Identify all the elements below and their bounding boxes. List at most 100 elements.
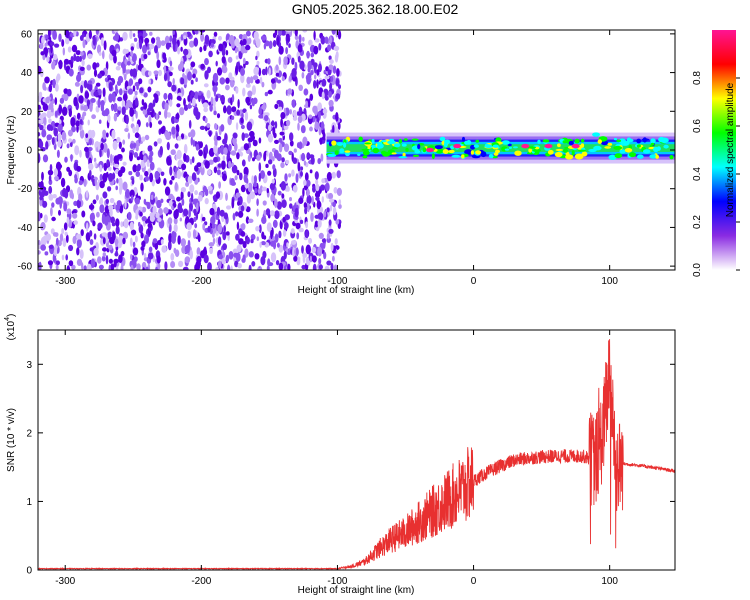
heatmap-cell (111, 49, 117, 57)
heatmap-cell (54, 43, 60, 48)
heatmap-cell (189, 184, 195, 193)
heatmap-cell (298, 197, 304, 204)
heatmap-cell (332, 201, 337, 208)
heatmap-cell (619, 149, 626, 154)
heatmap-cell (136, 156, 141, 161)
heatmap-cell (163, 207, 169, 214)
heatmap-cell (175, 113, 180, 120)
heatmap-cell (230, 181, 236, 186)
heatmap-cell (228, 34, 235, 45)
heatmap-cell (76, 247, 80, 256)
heatmap-cell (313, 62, 318, 68)
heatmap-cell (291, 99, 296, 108)
heatmap-cell (327, 44, 332, 52)
heatmap-cell (330, 262, 334, 270)
heatmap-cell (40, 180, 44, 191)
heatmap-cell (130, 195, 134, 202)
svg-text:(x104): (x104) (4, 314, 17, 341)
heatmap-cell (255, 78, 261, 84)
heatmap-cell (327, 153, 337, 157)
heatmap-cell (391, 152, 397, 155)
heatmap-cell (266, 188, 269, 194)
heatmap-cell (314, 38, 320, 43)
heatmap-cell (42, 54, 46, 61)
heatmap-cell (131, 115, 135, 122)
heatmap-cell (329, 35, 333, 45)
heatmap-cell (296, 232, 300, 240)
heatmap-cell (218, 254, 224, 260)
heatmap-cell (293, 110, 297, 118)
heatmap-cell (58, 119, 62, 125)
heatmap-cell (204, 117, 208, 124)
heatmap-cell (43, 214, 48, 223)
heatmap-cell (52, 30, 57, 40)
x-tick-label: -100 (327, 576, 347, 587)
heatmap-cell (68, 138, 73, 143)
heatmap-cell (493, 152, 499, 156)
heatmap-cell (376, 141, 383, 145)
heatmap-cell (626, 137, 632, 143)
heatmap-cell (422, 147, 427, 153)
heatmap-cell (40, 222, 46, 231)
heatmap-cell (295, 222, 301, 230)
heatmap-cell (439, 136, 446, 142)
heatmap-cell (285, 47, 288, 55)
heatmap-cell (132, 85, 136, 92)
heatmap-cell (41, 171, 44, 181)
heatmap-cell (324, 95, 329, 101)
heatmap-cell (326, 171, 332, 182)
heatmap-cell (292, 247, 296, 258)
heatmap-cell (80, 229, 84, 237)
heatmap-cell (262, 102, 266, 112)
colorbar-tick-label: 0.6 (692, 119, 703, 133)
heatmap-cell (46, 110, 52, 119)
heatmap-cell (268, 40, 273, 49)
heatmap-cell (173, 217, 178, 225)
heatmap-cell (277, 190, 282, 196)
heatmap-cell (207, 225, 211, 233)
heatmap-cell (108, 81, 113, 92)
heatmap-cell (247, 90, 253, 98)
heatmap-cell (337, 30, 342, 40)
heatmap-cell (215, 267, 219, 270)
heatmap-cell (134, 90, 138, 96)
colorbar-ticks: 0.0 0.2 0.4 0.6 0.8 (692, 71, 740, 277)
heatmap-cell (250, 234, 256, 241)
heatmap-cell (79, 249, 84, 260)
heatmap-cell (263, 209, 267, 216)
heatmap-cell (249, 104, 253, 110)
heatmap-cell (280, 112, 286, 120)
heatmap-cell (187, 175, 193, 184)
heatmap-cell (144, 201, 151, 206)
heatmap-cell (83, 265, 87, 270)
heatmap-cell (235, 211, 239, 217)
heatmap-cell (194, 223, 198, 229)
heatmap-cell (243, 173, 248, 183)
heatmap-cell (253, 66, 259, 76)
heatmap-cell (160, 171, 165, 177)
heatmap-cell (113, 202, 116, 210)
heatmap-cell (201, 161, 204, 169)
heatmap-cell (398, 138, 403, 144)
heatmap-cell (344, 150, 351, 153)
heatmap-cell (317, 246, 323, 257)
heatmap-cell (184, 244, 190, 254)
heatmap-cell (202, 185, 207, 193)
heatmap-cell (251, 85, 256, 96)
heatmap-cell (99, 197, 103, 205)
heatmap-cell (183, 208, 189, 217)
heatmap-cell (118, 177, 123, 188)
heatmap-cell (38, 132, 41, 137)
heatmap-cell (213, 156, 218, 163)
spectrogram-marks (38, 30, 675, 270)
heatmap-cell (230, 150, 237, 156)
heatmap-cell (180, 77, 185, 85)
heatmap-cell (299, 219, 304, 224)
heatmap-cell (314, 171, 319, 180)
heatmap-cell (128, 171, 133, 176)
heatmap-cell (253, 175, 257, 184)
heatmap-cell (306, 194, 312, 205)
heatmap-cell (76, 124, 79, 133)
heatmap-cell (574, 138, 580, 144)
heatmap-cell (320, 153, 324, 162)
